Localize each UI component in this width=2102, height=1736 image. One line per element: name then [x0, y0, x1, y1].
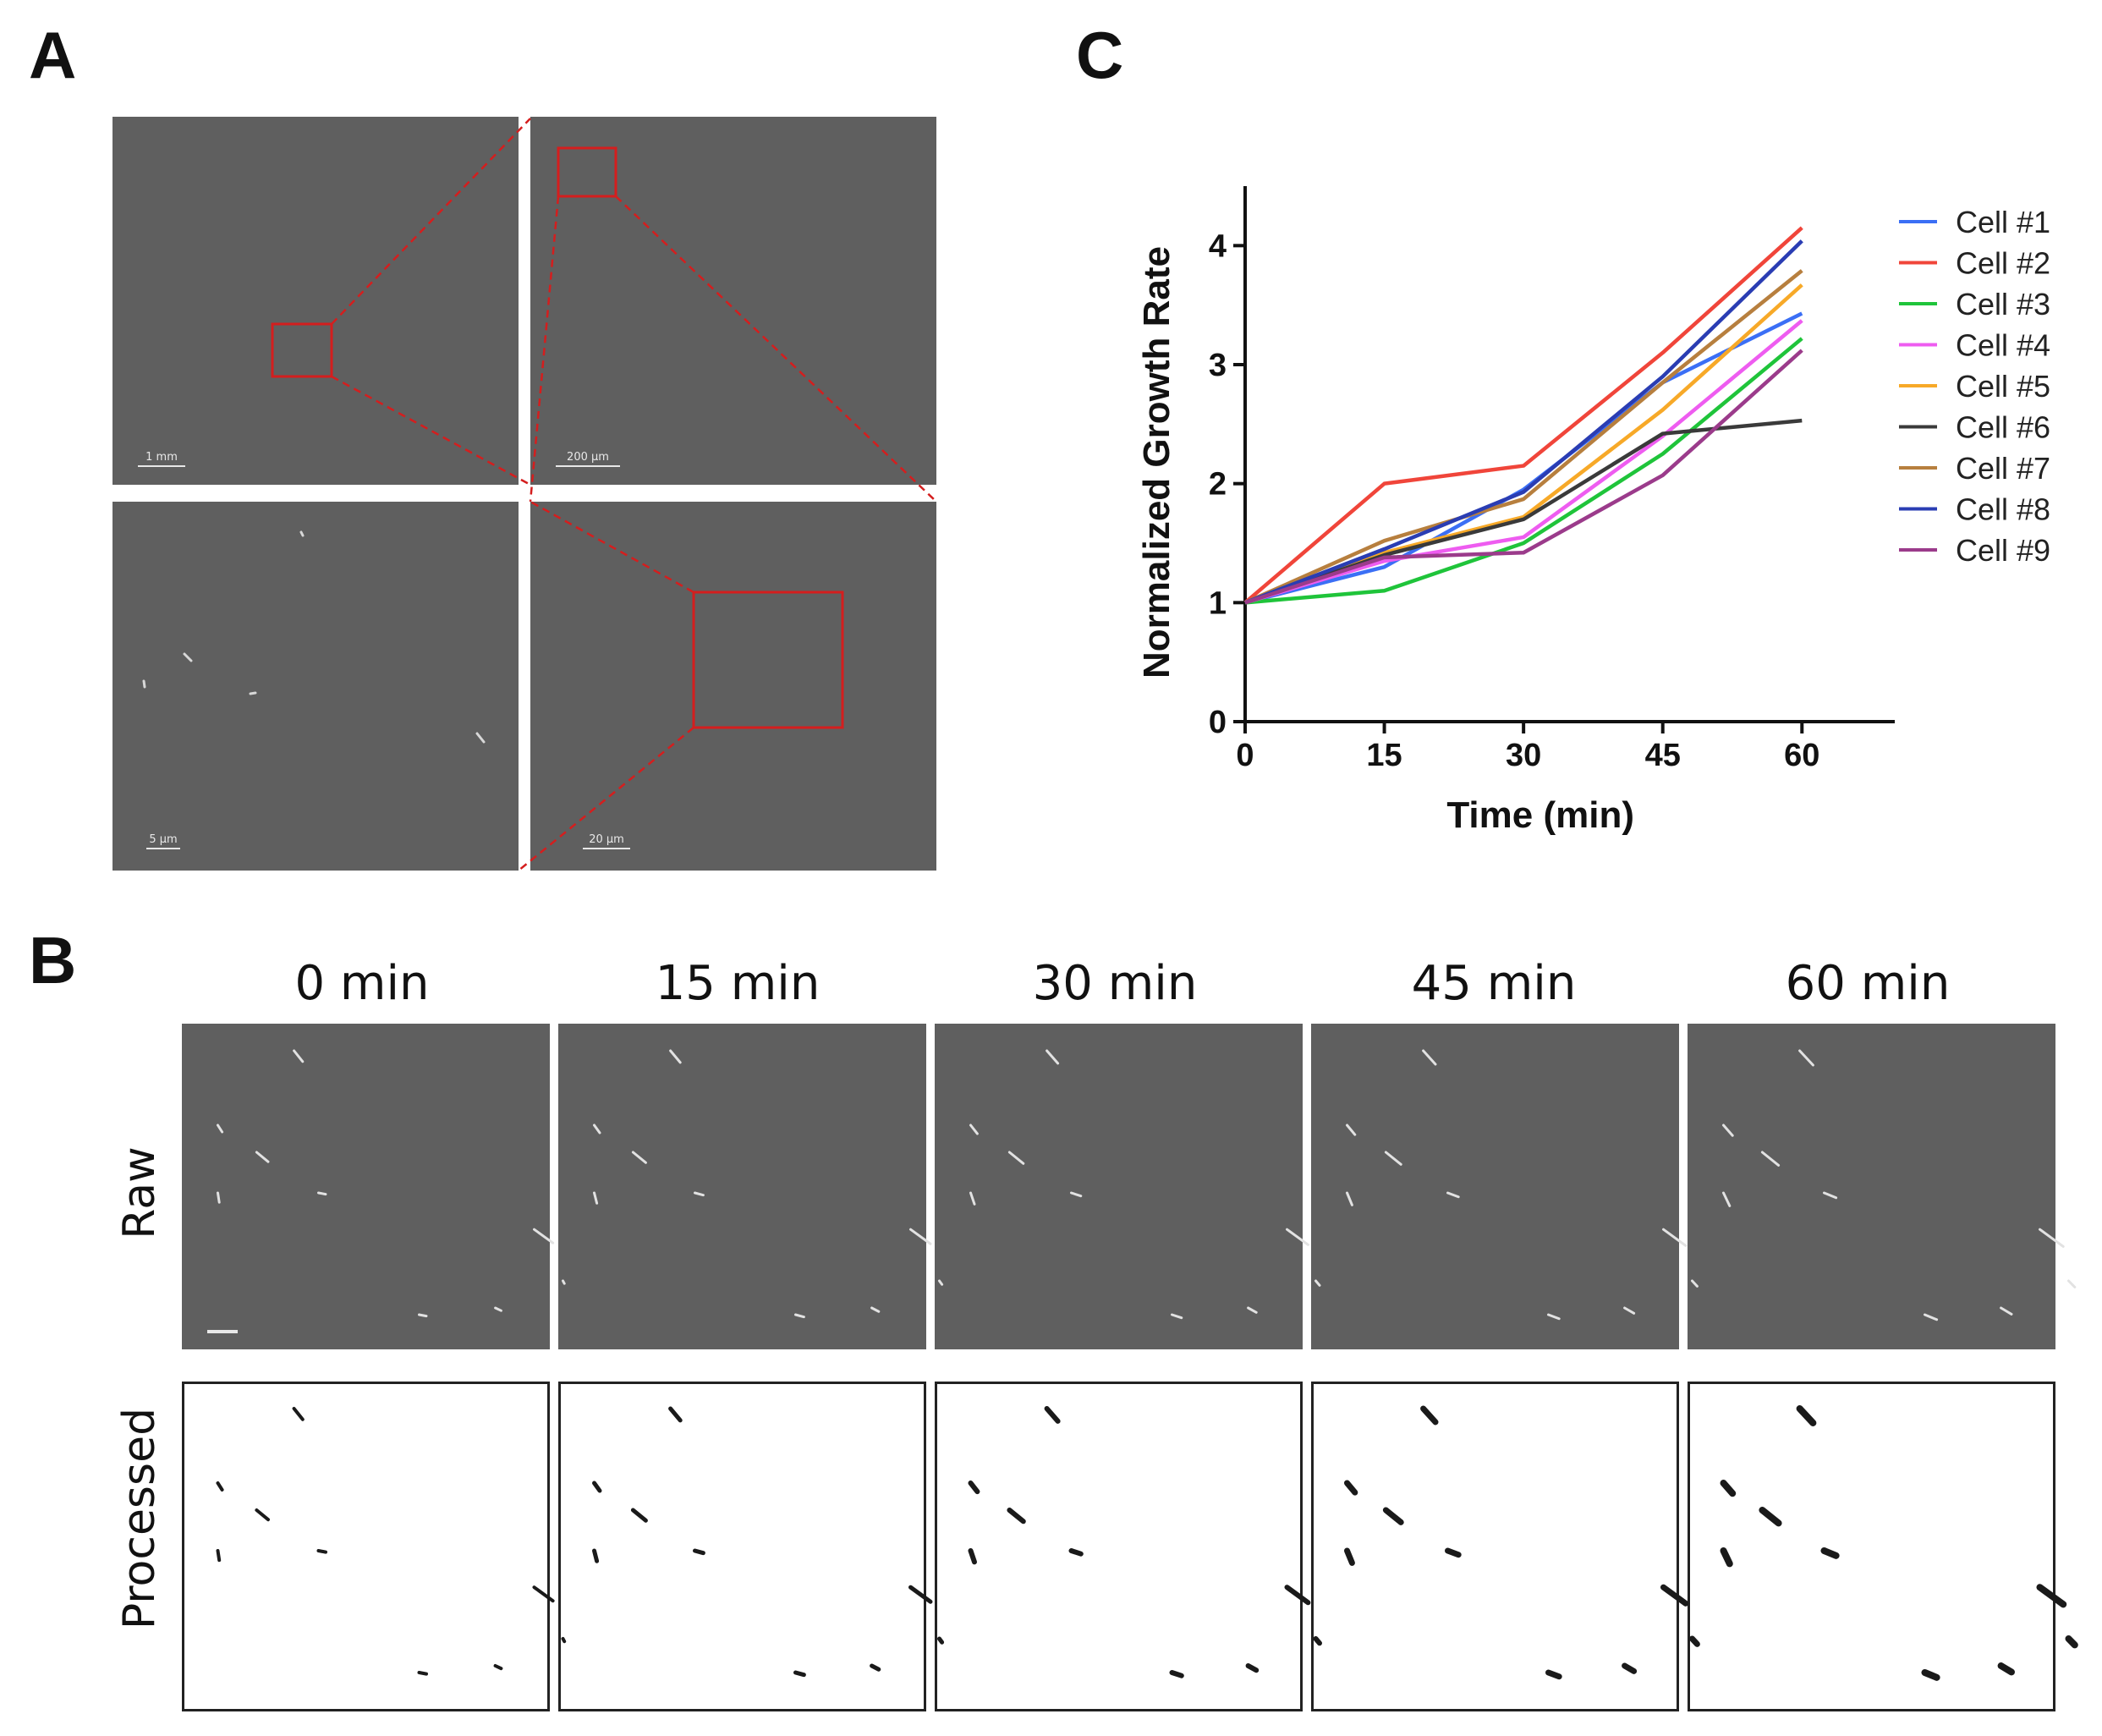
legend-label: Cell #2 — [1956, 246, 2050, 281]
series-line-cell-8 — [1244, 239, 1803, 605]
series-line-cell-2 — [1243, 226, 1803, 605]
series-line-cell-5 — [1244, 283, 1803, 605]
panel-label-a: A — [29, 18, 77, 92]
raw-frame-15 — [558, 1024, 926, 1349]
x-tick-label: 45 — [1645, 738, 1681, 773]
panel-label-c: C — [1076, 18, 1124, 92]
row-label-processed: Processed — [114, 1407, 165, 1630]
legend-label: Cell #9 — [1956, 533, 2050, 568]
x-tick-label: 15 — [1366, 738, 1402, 773]
legend-label: Cell #5 — [1956, 369, 2050, 404]
scale-bar-5um: 5 μm — [146, 833, 180, 849]
scale-bar-label: 1 mm — [145, 451, 178, 464]
y-tick-label: 1 — [1209, 585, 1227, 621]
time-label-15: 15 min — [655, 956, 820, 1011]
scale-bar-200um: 200 μm — [556, 451, 620, 467]
y-axis-label: Normalized Growth Rate — [1136, 246, 1177, 678]
y-tick-label: 4 — [1209, 228, 1227, 264]
x-tick-label: 0 — [1236, 738, 1254, 773]
legend-label: Cell #4 — [1956, 328, 2050, 363]
x-tick-label: 60 — [1784, 738, 1819, 773]
time-label-30: 30 min — [1032, 956, 1198, 1011]
raw-frame-0 — [182, 1024, 550, 1349]
legend-label: Cell #8 — [1956, 492, 2050, 527]
legend-label: Cell #3 — [1956, 287, 2050, 321]
time-label-45: 45 min — [1411, 956, 1577, 1011]
y-tick-label: 0 — [1209, 705, 1227, 740]
y-tick-label: 2 — [1209, 467, 1227, 503]
time-label-60: 60 min — [1785, 956, 1951, 1011]
time-label-0: 0 min — [294, 956, 430, 1011]
processed-frame-0 — [182, 1382, 550, 1711]
raw-frame-30 — [935, 1024, 1303, 1349]
processed-frame-45 — [1311, 1382, 1679, 1711]
series-line-cell-4 — [1244, 319, 1803, 605]
processed-frame-60 — [1688, 1382, 2055, 1711]
series-line-cell-3 — [1244, 337, 1803, 605]
series-line-cell-1 — [1244, 311, 1803, 605]
raw-frame-45 — [1311, 1024, 1679, 1349]
raw-frame-60 — [1688, 1024, 2055, 1349]
y-tick-label: 3 — [1209, 348, 1227, 383]
series-line-cell-7 — [1244, 269, 1803, 605]
x-tick-label: 30 — [1506, 738, 1541, 773]
processed-frame-15 — [558, 1382, 926, 1711]
series-line-cell-9 — [1244, 349, 1803, 605]
legend-label: Cell #7 — [1956, 451, 2050, 486]
processed-frame-30 — [935, 1382, 1303, 1711]
legend-label: Cell #1 — [1956, 205, 2050, 239]
panel-label-b: B — [29, 923, 77, 997]
x-axis-label: Time (min) — [1446, 794, 1634, 836]
micrograph-5um: 5 μm — [113, 502, 519, 871]
legend-label: Cell #6 — [1956, 410, 2050, 445]
scale-bar-label: 5 μm — [149, 833, 178, 846]
scale-bar-1mm: 1 mm — [138, 451, 185, 467]
scale-bar-label: 200 μm — [567, 451, 609, 464]
